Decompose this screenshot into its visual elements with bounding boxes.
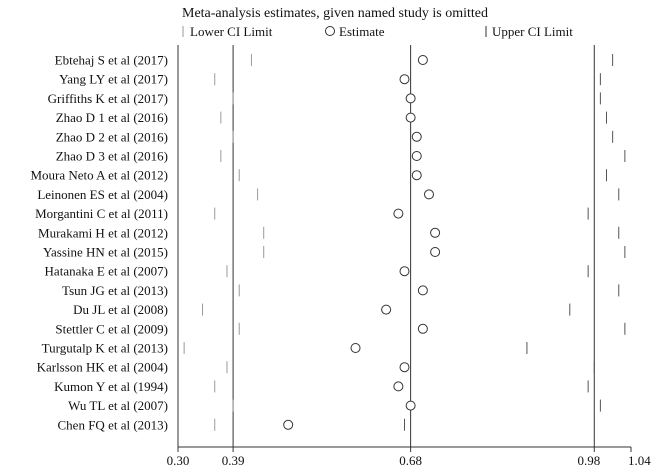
estimate-marker <box>405 93 416 104</box>
estimate-marker <box>399 266 410 277</box>
study-label: Zhao D 1 et al (2016) <box>56 110 168 125</box>
study-labels: Ebtehaj S et al (2017) Yang LY et al (201… <box>30 53 168 433</box>
x-tick-label: 0.98 <box>578 453 601 467</box>
legend-estimate-label: Estimate <box>339 24 385 39</box>
x-tick-label: 0.39 <box>222 453 245 467</box>
estimate-marker <box>430 247 441 257</box>
chart-title: Meta-analysis estimates, given named stu… <box>182 6 488 21</box>
study-label: Stettler C et al (2009) <box>55 321 168 336</box>
estimate-marker <box>430 227 441 238</box>
study-label: Hatanaka E et al (2007) <box>45 264 168 279</box>
study-marks <box>183 54 626 431</box>
study-label: Yang LY et al (2017) <box>59 72 168 87</box>
estimate-marker <box>417 285 428 296</box>
legend-lower-label: Lower CI Limit <box>190 24 273 39</box>
study-label: Zhao D 2 et al (2016) <box>56 129 168 144</box>
estimate-marker <box>350 343 361 353</box>
study-label: Tsun JG et al (2013) <box>62 283 168 298</box>
study-label: Murakami H et al (2012) <box>38 225 168 240</box>
estimate-marker <box>399 362 410 373</box>
legend-estimate-marker <box>325 26 335 36</box>
estimate-marker <box>399 74 410 85</box>
x-axis: 0.30 0.39 0.68 0.98 1.04 <box>167 446 651 467</box>
estimate-marker <box>411 151 422 161</box>
estimate-marker <box>283 419 294 430</box>
estimate-marker <box>417 55 428 65</box>
estimate-marker <box>411 131 422 142</box>
study-label: Zhao D 3 et al (2016) <box>56 149 168 164</box>
study-label: Karlsson HK et al (2004) <box>37 360 168 375</box>
study-label: Leinonen ES et al (2004) <box>37 187 168 202</box>
study-label: Yassine HN et al (2015) <box>43 245 168 260</box>
estimate-marker <box>381 304 392 315</box>
study-label: Ebtehaj S et al (2017) <box>55 53 168 68</box>
study-label: Du JL et al (2008) <box>73 302 168 317</box>
estimate-marker <box>405 400 416 411</box>
study-label: Kumon Y et al (1994) <box>54 379 168 394</box>
study-label: Wu TL et al (2007) <box>68 398 168 413</box>
estimate-marker <box>411 170 422 181</box>
study-label: Griffiths K et al (2017) <box>48 91 168 106</box>
study-label: Morgantini C et al (2011) <box>35 206 168 221</box>
x-tick-label: 0.30 <box>167 453 190 467</box>
estimate-marker <box>405 112 416 123</box>
reference-lines <box>232 45 595 447</box>
estimate-marker <box>393 208 404 219</box>
x-tick-label: 1.04 <box>628 453 651 467</box>
study-label: Chen FQ et al (2013) <box>58 417 168 432</box>
legend: Lower CI Limit Estimate Upper CI Limit <box>182 24 573 39</box>
legend-upper-label: Upper CI Limit <box>492 24 573 39</box>
estimate-marker <box>417 323 428 334</box>
study-label: Turgutalp K et al (2013) <box>42 341 168 356</box>
study-label: Moura Neto A et al (2012) <box>30 168 168 183</box>
estimate-marker <box>393 381 404 392</box>
x-tick-label: 0.68 <box>399 453 422 467</box>
estimate-marker <box>423 189 434 200</box>
